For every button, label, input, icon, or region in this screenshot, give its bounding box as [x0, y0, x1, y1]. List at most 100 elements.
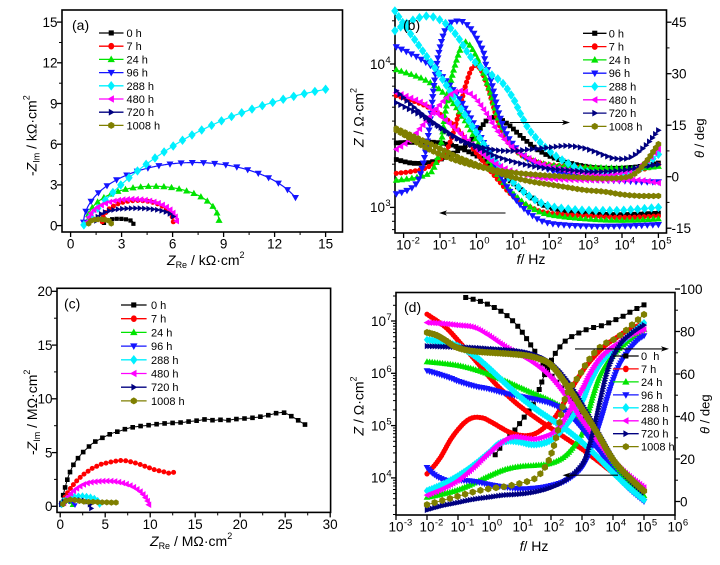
svg-text:5: 5 — [666, 236, 671, 247]
svg-text:10: 10 — [370, 57, 385, 72]
svg-text:0: 0 — [497, 518, 502, 529]
svg-text:4: 4 — [385, 55, 390, 66]
svg-text:10: 10 — [574, 520, 589, 535]
svg-text:15: 15 — [42, 15, 57, 30]
svg-text:9: 9 — [50, 96, 58, 111]
svg-text:1008 h: 1008 h — [609, 121, 643, 133]
svg-text:6: 6 — [50, 137, 58, 152]
svg-text:480 h: 480 h — [127, 94, 155, 106]
svg-text:f/ Hz: f/ Hz — [520, 538, 549, 554]
svg-text:1: 1 — [521, 236, 526, 247]
svg-text:10: 10 — [450, 520, 465, 535]
svg-text:288 h: 288 h — [151, 355, 179, 367]
svg-text:10: 10 — [481, 520, 496, 535]
svg-text:1008 h: 1008 h — [151, 396, 185, 408]
svg-text:7 h: 7 h — [151, 314, 166, 326]
svg-text:20: 20 — [680, 452, 695, 467]
svg-text:3: 3 — [594, 236, 599, 247]
svg-text:15: 15 — [672, 118, 687, 133]
svg-text:0 h: 0 h — [609, 28, 624, 40]
svg-text:45: 45 — [672, 15, 687, 30]
svg-text:3: 3 — [590, 518, 595, 529]
svg-text:0: 0 — [680, 494, 688, 509]
svg-text:-1: -1 — [466, 518, 474, 529]
svg-text:6: 6 — [169, 237, 177, 252]
svg-text:10: 10 — [636, 520, 651, 535]
svg-text:1: 1 — [528, 518, 533, 529]
svg-text:10: 10 — [505, 238, 520, 253]
svg-text:10: 10 — [605, 520, 620, 535]
svg-text:0 h: 0 h — [641, 351, 659, 363]
svg-text:288 h: 288 h — [127, 81, 155, 93]
svg-text:6: 6 — [386, 364, 391, 375]
svg-text:0: 0 — [67, 237, 75, 252]
svg-text:-ZIm / kΩ·cm2: -ZIm / kΩ·cm2 — [22, 95, 42, 176]
svg-text:(c): (c) — [64, 296, 80, 312]
svg-text:480 h: 480 h — [641, 416, 669, 428]
svg-text:100: 100 — [680, 282, 703, 297]
svg-text:10: 10 — [614, 238, 629, 253]
svg-text:720 h: 720 h — [151, 382, 179, 394]
svg-text:(a): (a) — [72, 17, 89, 33]
svg-text:1008 h: 1008 h — [641, 442, 675, 454]
svg-text:3: 3 — [50, 178, 58, 193]
svg-text:10: 10 — [396, 238, 411, 253]
svg-text:720 h: 720 h — [641, 429, 669, 441]
svg-text:10: 10 — [542, 238, 557, 253]
svg-text:Z / Ω·cm2: Z / Ω·cm2 — [349, 88, 367, 148]
svg-text:4: 4 — [630, 236, 635, 247]
svg-text:25: 25 — [278, 517, 293, 532]
svg-text:ZRe / MΩ·cm2: ZRe / MΩ·cm2 — [149, 531, 232, 551]
svg-text:4: 4 — [386, 469, 391, 480]
svg-text:96 h: 96 h — [609, 68, 630, 80]
svg-text:-3: -3 — [404, 518, 412, 529]
svg-text:10: 10 — [469, 238, 484, 253]
svg-text:7 h: 7 h — [641, 364, 656, 376]
svg-text:10: 10 — [512, 520, 527, 535]
svg-text:ZRe / kΩ·cm2: ZRe / kΩ·cm2 — [166, 250, 245, 270]
svg-text:(d): (d) — [404, 299, 421, 315]
svg-text:60: 60 — [680, 367, 695, 382]
svg-text:0: 0 — [50, 218, 58, 233]
svg-text:24 h: 24 h — [151, 327, 172, 339]
svg-text:10: 10 — [432, 238, 447, 253]
svg-text:-15: -15 — [672, 221, 692, 236]
svg-text:3: 3 — [118, 237, 126, 252]
svg-text:40: 40 — [680, 409, 695, 424]
svg-text:288 h: 288 h — [641, 403, 669, 415]
svg-text:10: 10 — [419, 520, 434, 535]
svg-text:15: 15 — [188, 517, 203, 532]
svg-text:0: 0 — [484, 236, 489, 247]
svg-text:5: 5 — [101, 517, 109, 532]
svg-text:-ZIm / MΩ·cm2: -ZIm / MΩ·cm2 — [22, 370, 42, 455]
svg-text:10: 10 — [388, 520, 403, 535]
svg-text:10: 10 — [143, 517, 158, 532]
svg-text:10: 10 — [370, 200, 385, 215]
svg-text:θ / deg: θ / deg — [692, 118, 707, 158]
svg-text:6: 6 — [683, 518, 688, 529]
svg-text:720 h: 720 h — [609, 108, 637, 120]
svg-text:2: 2 — [559, 518, 564, 529]
svg-text:(b): (b) — [403, 17, 420, 33]
svg-text:1008 h: 1008 h — [127, 120, 161, 132]
svg-text:10: 10 — [371, 366, 386, 381]
svg-text:24 h: 24 h — [609, 55, 630, 67]
svg-text:10: 10 — [371, 314, 386, 329]
svg-text:Z / Ω·cm2: Z / Ω·cm2 — [349, 376, 367, 436]
svg-text:288 h: 288 h — [609, 82, 637, 94]
svg-text:480 h: 480 h — [609, 95, 637, 107]
svg-text:24 h: 24 h — [641, 377, 662, 389]
svg-text:20: 20 — [233, 517, 248, 532]
svg-text:-1: -1 — [448, 236, 456, 247]
svg-text:5: 5 — [45, 445, 53, 460]
svg-text:10: 10 — [543, 520, 558, 535]
svg-text:10: 10 — [371, 471, 386, 486]
svg-text:7 h: 7 h — [127, 41, 142, 53]
svg-text:-2: -2 — [435, 518, 443, 529]
svg-text:96 h: 96 h — [127, 68, 148, 80]
svg-text:720 h: 720 h — [127, 107, 155, 119]
svg-text:0: 0 — [45, 499, 53, 514]
svg-text:96 h: 96 h — [641, 390, 662, 402]
svg-text:10: 10 — [371, 418, 386, 433]
svg-text:480 h: 480 h — [151, 369, 179, 381]
